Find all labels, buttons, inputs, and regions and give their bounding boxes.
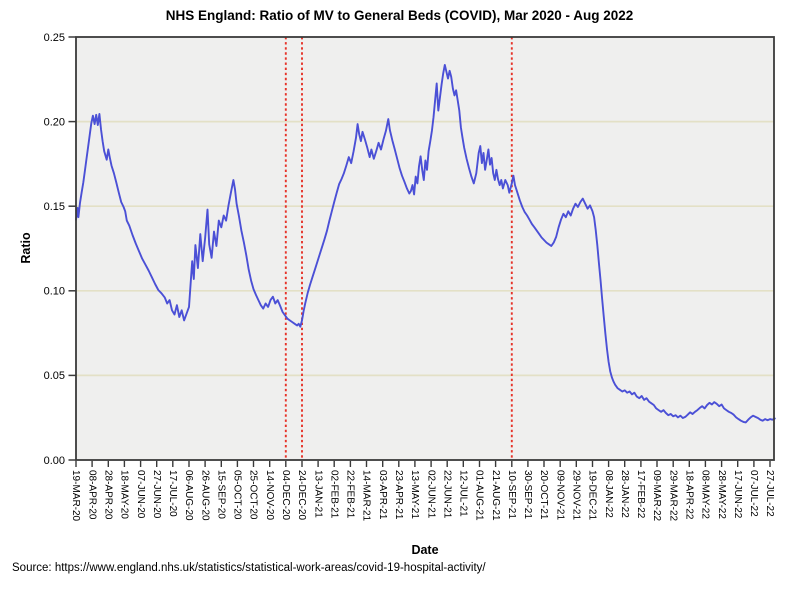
x-tick-label: 22-FEB-21 bbox=[345, 470, 356, 519]
y-tick-label: 0.05 bbox=[44, 370, 65, 382]
x-tick-label: 05-OCT-20 bbox=[232, 470, 243, 520]
x-tick-label: 09-NOV-21 bbox=[554, 470, 565, 520]
x-tick-label: 21-AUG-21 bbox=[490, 470, 501, 521]
y-tick-label: 0.25 bbox=[44, 32, 65, 44]
x-tick-label: 04-DEC-20 bbox=[280, 470, 291, 520]
x-tick-label: 30-SEP-21 bbox=[522, 470, 533, 519]
plot-background bbox=[76, 37, 774, 460]
source-text: Source: https://www.england.nhs.uk/stati… bbox=[12, 562, 486, 574]
y-tick-label: 0.20 bbox=[44, 116, 65, 128]
x-tick-label: 08-JAN-22 bbox=[603, 470, 614, 518]
x-tick-label: 26-AUG-20 bbox=[199, 470, 210, 521]
x-tick-label: 17-JUL-20 bbox=[167, 470, 178, 517]
x-tick-label: 18-MAY-20 bbox=[119, 470, 130, 519]
x-tick-label: 07-JUL-22 bbox=[748, 470, 759, 517]
plot-frame bbox=[75, 36, 775, 461]
x-tick-label: 17-JUN-22 bbox=[732, 470, 743, 519]
x-tick-label: 06-AUG-20 bbox=[183, 470, 194, 521]
x-tick-label: 24-DEC-20 bbox=[296, 470, 307, 520]
x-tick-label: 17-FEB-22 bbox=[635, 470, 646, 519]
x-tick-label: 14-NOV-20 bbox=[264, 470, 275, 520]
x-tick-label: 19-MAR-20 bbox=[70, 470, 81, 522]
x-tick-label: 20-OCT-21 bbox=[538, 470, 549, 520]
x-tick-label: 27-JUL-22 bbox=[764, 470, 775, 517]
x-tick-label: 09-MAR-22 bbox=[651, 470, 662, 522]
x-tick-label: 28-MAY-22 bbox=[716, 470, 727, 519]
x-tick-label: 03-APR-21 bbox=[377, 470, 388, 520]
x-tick-label: 12-JUL-21 bbox=[458, 470, 469, 517]
chart-title: NHS England: Ratio of MV to General Beds… bbox=[165, 8, 634, 23]
x-tick-label: 28-JAN-22 bbox=[619, 470, 630, 518]
data-series-line bbox=[75, 63, 776, 424]
x-tick-label: 22-JUN-21 bbox=[441, 470, 452, 519]
x-tick-label: 13-JAN-21 bbox=[312, 470, 323, 518]
y-tick-label: 0.15 bbox=[44, 201, 65, 213]
x-tick-label: 08-APR-20 bbox=[86, 470, 97, 520]
y-axis-title: Ratio bbox=[19, 232, 33, 264]
x-tick-label: 13-MAY-21 bbox=[409, 470, 420, 519]
y-tick-label: 0.00 bbox=[44, 455, 65, 467]
x-tick-label: 29-NOV-21 bbox=[571, 470, 582, 520]
x-tick-label: 10-SEP-21 bbox=[506, 470, 517, 519]
x-tick-label: 08-MAY-22 bbox=[700, 470, 711, 519]
x-tick-label: 19-DEC-21 bbox=[587, 470, 598, 520]
x-tick-label: 01-AUG-21 bbox=[474, 470, 485, 521]
x-tick-label: 23-APR-21 bbox=[393, 470, 404, 520]
x-tick-label: 29-MAR-22 bbox=[667, 470, 678, 522]
x-tick-label: 14-MAR-21 bbox=[361, 470, 372, 522]
x-axis-title: Date bbox=[411, 543, 439, 557]
x-tick-label: 28-APR-20 bbox=[103, 470, 114, 520]
y-tick-label: 0.10 bbox=[44, 286, 65, 298]
x-tick-label: 02-FEB-21 bbox=[328, 470, 339, 519]
x-tick-label: 25-OCT-20 bbox=[248, 470, 259, 520]
x-tick-label: 18-APR-22 bbox=[684, 470, 695, 520]
x-tick-label: 15-SEP-20 bbox=[216, 470, 227, 519]
x-tick-label: 07-JUN-20 bbox=[135, 470, 146, 519]
x-tick-label: 02-JUN-21 bbox=[425, 470, 436, 519]
x-tick-label: 27-JUN-20 bbox=[151, 470, 162, 519]
